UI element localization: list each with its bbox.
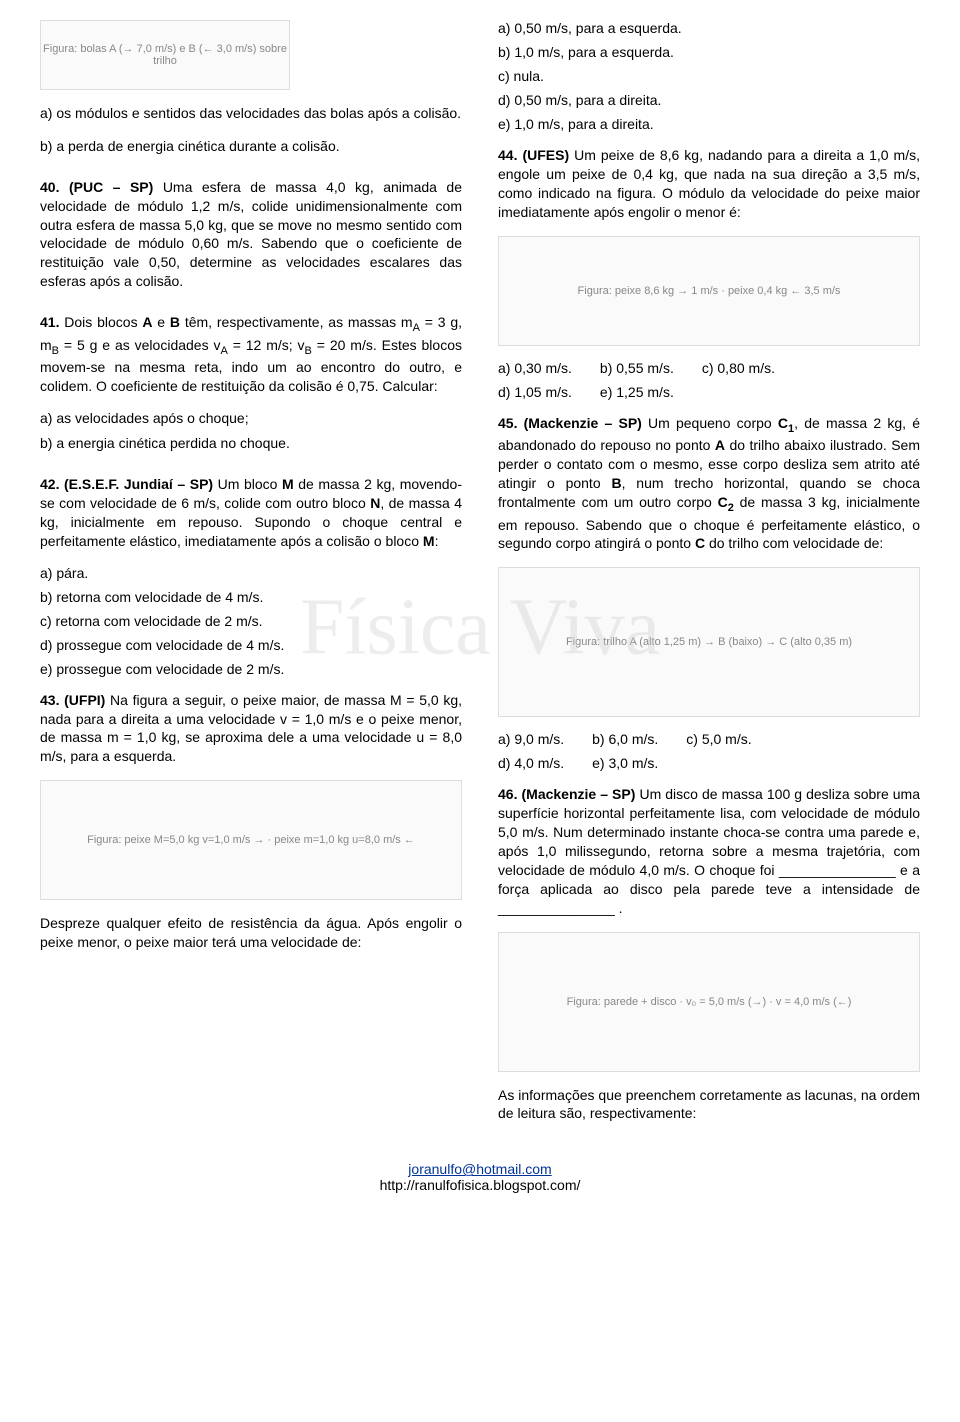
question-46-tail: As informações que preenchem corretament… xyxy=(498,1086,920,1124)
question-45: 45. (Mackenzie – SP) Um pequeno corpo C1… xyxy=(498,414,920,554)
q45-option-c: c) 5,0 m/s. xyxy=(686,731,751,747)
question-42-label: 42. (E.S.E.F. Jundiaí – SP) xyxy=(40,476,213,492)
footer-email-link[interactable]: joranulfo@hotmail.com xyxy=(408,1161,551,1177)
figure-caption: Figura: bolas A (→ 7,0 m/s) e B (← 3,0 m… xyxy=(41,43,289,67)
q44-options-row1: a) 0,30 m/s. b) 0,55 m/s. c) 0,80 m/s. xyxy=(498,360,920,376)
question-41-body: Dois blocos A e B têm, respectivamente, … xyxy=(40,314,462,394)
figure-fish-q43: Figura: peixe M=5,0 kg v=1,0 m/s → · pei… xyxy=(40,780,462,900)
question-43-label: 43. (UFPI) xyxy=(40,692,105,708)
q45-option-e: e) 3,0 m/s. xyxy=(592,755,658,771)
question-41-item-b: b) a energia cinética perdida no choque. xyxy=(40,434,462,453)
question-46-body: Um disco de massa 100 g desliza sobre um… xyxy=(498,786,920,915)
q43-option-b: b) 1,0 m/s, para a esquerda. xyxy=(498,44,920,60)
question-42-options: a) pára. b) retorna com velocidade de 4 … xyxy=(40,565,462,677)
question-40-label: 40. (PUC – SP) xyxy=(40,179,153,195)
q42-option-c: c) retorna com velocidade de 2 m/s. xyxy=(40,613,462,629)
q45-option-a: a) 9,0 m/s. xyxy=(498,731,564,747)
question-44-label: 44. (UFES) xyxy=(498,147,569,163)
figure-track-q45: Figura: trilho A (alto 1,25 m) → B (baix… xyxy=(498,567,920,717)
q44-option-c: c) 0,80 m/s. xyxy=(702,360,775,376)
q42-option-a: a) pára. xyxy=(40,565,462,581)
question-43-options: a) 0,50 m/s, para a esquerda. b) 1,0 m/s… xyxy=(498,20,920,132)
figure-fish-q44: Figura: peixe 8,6 kg → 1 m/s · peixe 0,4… xyxy=(498,236,920,346)
question-46: 46. (Mackenzie – SP) Um disco de massa 1… xyxy=(498,785,920,917)
q42-option-e: e) prossegue com velocidade de 2 m/s. xyxy=(40,661,462,677)
q43-option-d: d) 0,50 m/s, para a direita. xyxy=(498,92,920,108)
question-43: 43. (UFPI) Na figura a seguir, o peixe m… xyxy=(40,691,462,767)
figure-caption: Figura: peixe 8,6 kg → 1 m/s · peixe 0,4… xyxy=(578,285,841,297)
question-41-label: 41. xyxy=(40,314,59,330)
figure-balls-collision: Figura: bolas A (→ 7,0 m/s) e B (← 3,0 m… xyxy=(40,20,290,90)
q45-option-d: d) 4,0 m/s. xyxy=(498,755,564,771)
prev-question-item-b: b) a perda de energia cinética durante a… xyxy=(40,137,462,156)
footer-site: http://ranulfofisica.blogspot.com/ xyxy=(380,1177,581,1193)
q45-option-b: b) 6,0 m/s. xyxy=(592,731,658,747)
q44-option-e: e) 1,25 m/s. xyxy=(600,384,674,400)
question-44: 44. (UFES) Um peixe de 8,6 kg, nadando p… xyxy=(498,146,920,222)
q42-option-b: b) retorna com velocidade de 4 m/s. xyxy=(40,589,462,605)
q45-options-row2: d) 4,0 m/s. e) 3,0 m/s. xyxy=(498,755,920,771)
question-42: 42. (E.S.E.F. Jundiaí – SP) Um bloco M d… xyxy=(40,475,462,551)
q43-option-e: e) 1,0 m/s, para a direita. xyxy=(498,116,920,132)
q44-option-b: b) 0,55 m/s. xyxy=(600,360,674,376)
question-46-label: 46. (Mackenzie – SP) xyxy=(498,786,635,802)
figure-wall-q46: Figura: parede + disco · v₀ = 5,0 m/s (→… xyxy=(498,932,920,1072)
question-45-body: Um pequeno corpo C1, de massa 2 kg, é ab… xyxy=(498,415,920,552)
right-column: a) 0,50 m/s, para a esquerda. b) 1,0 m/s… xyxy=(498,20,920,1137)
question-41: 41. Dois blocos A e B têm, respectivamen… xyxy=(40,313,462,396)
q43-option-a: a) 0,50 m/s, para a esquerda. xyxy=(498,20,920,36)
q43-option-c: c) nula. xyxy=(498,68,920,84)
prev-question-item-a: a) os módulos e sentidos das velocidades… xyxy=(40,104,462,123)
q42-option-d: d) prossegue com velocidade de 4 m/s. xyxy=(40,637,462,653)
question-41-item-a: a) as velocidades após o choque; xyxy=(40,410,462,426)
figure-caption: Figura: trilho A (alto 1,25 m) → B (baix… xyxy=(566,636,852,648)
q44-options-row2: d) 1,05 m/s. e) 1,25 m/s. xyxy=(498,384,920,400)
question-40-body: Uma esfera de massa 4,0 kg, animada de v… xyxy=(40,179,462,289)
question-40: 40. (PUC – SP) Uma esfera de massa 4,0 k… xyxy=(40,178,462,291)
page-footer: joranulfo@hotmail.com http://ranulfofisi… xyxy=(0,1161,960,1193)
left-column: Figura: bolas A (→ 7,0 m/s) e B (← 3,0 m… xyxy=(40,20,462,1137)
figure-caption: Figura: peixe M=5,0 kg v=1,0 m/s → · pei… xyxy=(87,834,415,846)
q44-option-d: d) 1,05 m/s. xyxy=(498,384,572,400)
question-43-tail: Despreze qualquer efeito de resistência … xyxy=(40,914,462,952)
figure-caption: Figura: parede + disco · v₀ = 5,0 m/s (→… xyxy=(567,996,852,1008)
question-45-label: 45. (Mackenzie – SP) xyxy=(498,415,642,431)
q44-option-a: a) 0,30 m/s. xyxy=(498,360,572,376)
q45-options-row1: a) 9,0 m/s. b) 6,0 m/s. c) 5,0 m/s. xyxy=(498,731,920,747)
